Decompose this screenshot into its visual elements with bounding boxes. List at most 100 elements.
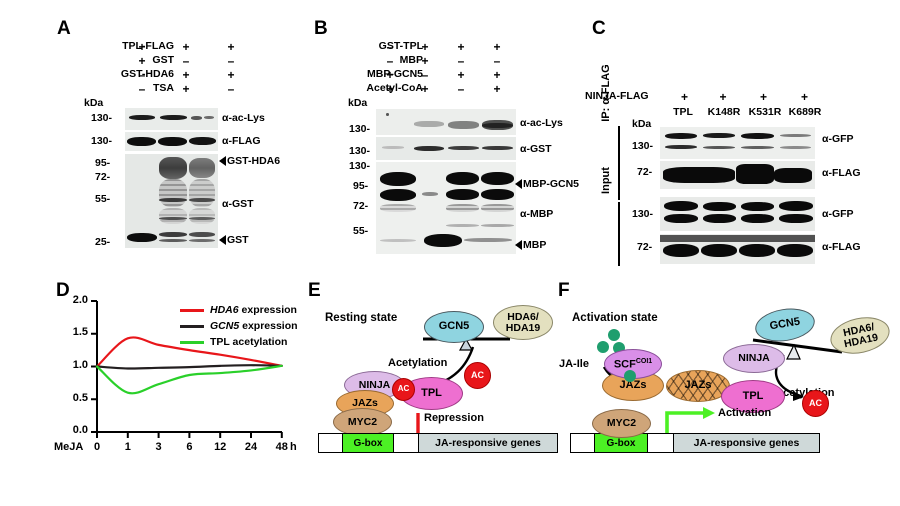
node-tpl: TPL [721,380,785,413]
blot-b-gst [376,137,516,160]
arrowhead-icon [219,235,226,245]
arrowhead-icon [515,240,522,250]
condition-value: – [227,54,235,68]
node-jazs-degraded: JAZs [666,370,730,402]
node-myc2: MYC2 [592,409,651,438]
mw-marker: 130- [632,208,654,220]
condition-label: Acetyl-CoA [366,82,423,94]
antibody-label: α-ac-Lys [520,117,563,129]
node-scf-label: SCF [613,358,636,371]
mw-marker: 72- [95,171,111,183]
kda-label: kDa [348,97,368,109]
x-tick: 1 [124,441,131,453]
kda-label: kDa [632,118,652,130]
condition-value: + [421,54,429,68]
chart-svg [91,300,283,438]
chart-legend: HDA6 expression GCN5 expression TPL acet… [180,302,298,350]
condition-value: + [386,82,394,96]
panel-c-condition-values: + + + + [666,90,825,104]
condition-value: + [493,68,501,82]
gbox-f: G-box [594,434,648,452]
x-tick: 6 [186,441,193,453]
condition-value: + [759,90,767,104]
x-unit: h [290,441,297,453]
group-label-text: IP: α-FLAG [600,64,612,122]
genes-f: JA-responsive genes [673,434,819,452]
node-scf-superscript: COI1 [635,357,653,365]
condition-value: – [421,68,429,82]
x-tick: 24 [244,441,258,453]
blot-a-ac-lys [125,108,218,130]
condition-value: + [421,40,429,54]
condition-label: MBP-GCN5 [366,68,423,80]
condition-value: + [227,68,235,82]
condition-label: GST-TPL [378,40,423,52]
condition-value: + [182,68,190,82]
kda-label: kDa [84,97,104,109]
y-tick: 2.0 [72,294,88,306]
lane-header: TPL [673,106,693,118]
panel-b-condition-labels: GST-TPL MBP MBP-GCN5 Acetyl-CoA [303,40,423,96]
x-tick: 0 [93,441,101,453]
legend-item: TPL acetylation [180,334,298,350]
condition-value: + [457,40,465,54]
condition-value: – [386,54,394,68]
node-gcn5: GCN5 [424,311,484,343]
condition-value: – [457,82,465,96]
panel-d-letter: D [56,280,70,301]
antibody-label: α-GST [520,143,552,155]
condition-value: + [227,40,235,54]
y-tick: 0.5 [72,392,88,404]
legend-label: TPL acetylation [210,336,288,348]
arrow-mbp: MBP [515,239,546,251]
mw-marker: 95- [353,180,369,192]
condition-value: + [457,68,465,82]
blot-c-ip-gfp [660,127,815,159]
label-acetylation: Acetylation [388,357,448,369]
lane-header: K531R [748,106,782,118]
condition-label: GST-HDA6 [120,68,174,80]
mw-marker: 130- [349,160,371,172]
arrowhead-icon [219,156,226,166]
node-hda6-hda19: HDA6/HDA19 [493,305,553,340]
blot-c-input-gfp [660,197,815,231]
mw-marker: 130- [349,123,371,135]
node-myc2: MYC2 [333,408,392,436]
mw-marker: 25- [95,236,111,248]
panel-b-letter: B [314,18,328,39]
condition-label: MBP [399,54,423,66]
x-axis-prefix: MeJA [54,441,84,453]
blot-b-ac-lys [376,109,516,135]
condition-value: + [421,82,429,96]
condition-label: TPL-FLAG [122,40,174,52]
condition-value: + [800,90,808,104]
lane-header: K148R [707,106,741,118]
panel-e-state-title: Resting state [325,312,398,324]
arrowhead-icon [515,179,522,189]
blot-a-gst [125,154,218,248]
arrow-label: GST-HDA6 [227,155,281,167]
node-ac: AC [802,390,829,417]
panel-c-letter: C [592,18,606,39]
panel-a-condition-labels: TPL-FLAG GST GST-HDA6 TSA [54,40,174,96]
antibody-label: α-GFP [822,208,854,220]
panel-a-letter: A [57,18,71,39]
condition-value: + [138,54,146,68]
condition-value: – [386,40,394,54]
legend-item: HDA6 expression [180,302,298,318]
ubiquitin-dot-icon [624,370,636,382]
y-tick: 1.0 [72,359,88,371]
arrow-label: MBP [523,239,547,251]
panel-d-chart [50,293,300,463]
group-label-text: Input [600,167,612,194]
mw-marker: 130- [91,112,113,124]
mw-marker: 130- [632,140,654,152]
mw-marker: 72- [637,166,653,178]
legend-label-italic: HDA6 [210,304,239,316]
mw-marker: 72- [637,241,653,253]
blot-c-ip-flag [660,161,815,189]
mw-marker: 130- [349,145,371,157]
arrow-label: MBP-GCN5 [523,178,580,190]
arrow-mbp-gcn5: MBP-GCN5 [515,178,579,190]
panel-c-lane-headers: TPL K148R K531R K689R [663,106,825,118]
